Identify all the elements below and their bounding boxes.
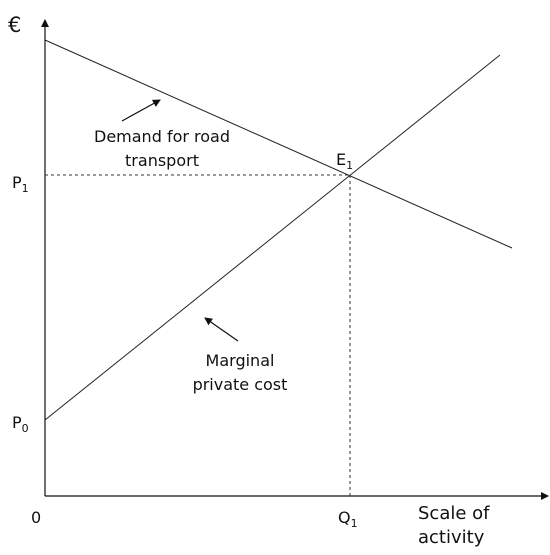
q1-subscript: 1 [351, 517, 358, 530]
p1-letter: P [12, 173, 22, 192]
e1-label: E1 [336, 150, 353, 172]
p0-subscript: 0 [22, 422, 29, 435]
x-axis-label: activity [418, 527, 485, 548]
mpc-pointer [204, 317, 239, 342]
demand-line [44, 39, 513, 249]
e1-subscript: 1 [346, 159, 353, 172]
e1-letter: E [336, 150, 346, 169]
demand-pointer [121, 99, 161, 122]
p1-subscript: 1 [22, 182, 29, 195]
p0-label: P0 [12, 413, 29, 435]
q1-letter: Q [338, 508, 351, 527]
demand-label: transport [125, 151, 199, 170]
x-axis-label: Scale of [418, 503, 490, 524]
demand-label: Demand for road [94, 127, 230, 146]
p0-letter: P [12, 413, 22, 432]
origin-label: 0 [31, 508, 41, 527]
q1-label: Q1 [338, 508, 358, 530]
mpc-label: Marginal [206, 351, 275, 370]
mpc-line [44, 54, 501, 421]
p1-label: P1 [12, 173, 29, 195]
y-axis-label: € [8, 13, 21, 37]
mpc-label: private cost [193, 375, 288, 394]
